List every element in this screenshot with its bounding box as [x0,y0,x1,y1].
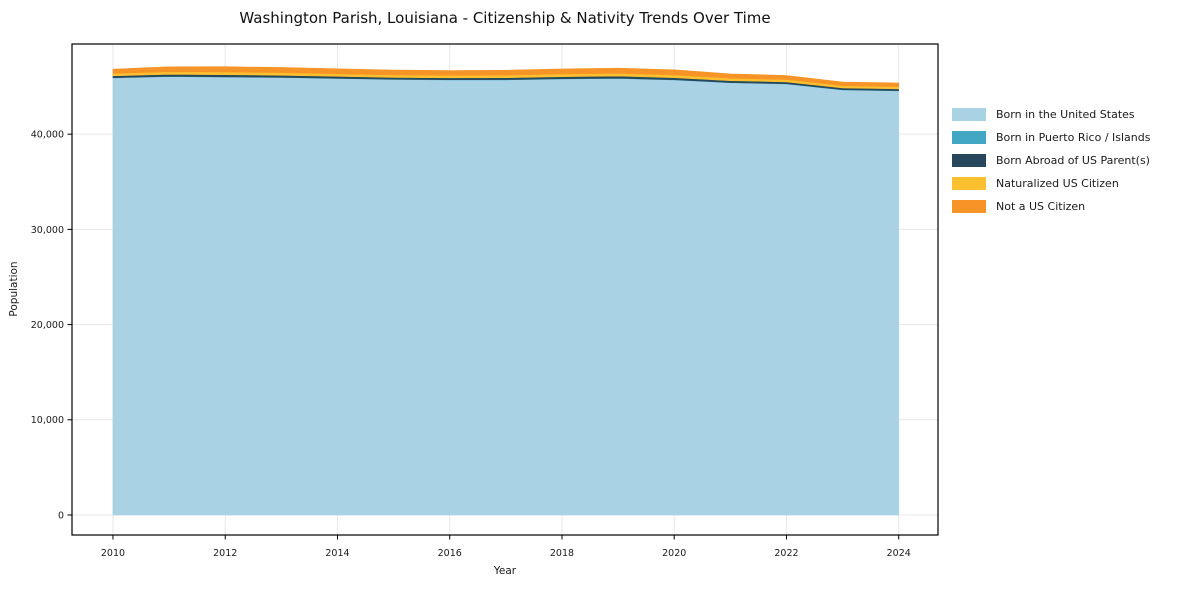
x-tick-label: 2010 [101,548,125,559]
x-tick-label: 2022 [774,548,798,559]
axis-tick-labels: 2010 2012 2014 2016 2018 2020 2022 2024 0 10,000 2… [31,130,911,559]
legend-swatch-icon [952,108,986,121]
y-tick-label: 30,000 [31,225,64,236]
legend-item: Born Abroad of US Parent(s) [952,149,1150,172]
x-tick-label: 2020 [662,548,686,559]
legend-label: Born Abroad of US Parent(s) [996,154,1150,167]
legend-swatch-icon [952,131,986,144]
x-tick-label: 2012 [213,548,237,559]
legend-item: Born in the United States [952,103,1150,126]
y-axis-label: Population [8,261,20,317]
y-tick-label: 20,000 [31,320,64,331]
legend-item: Not a US Citizen [952,195,1150,218]
legend-item: Born in Puerto Rico / Islands [952,126,1150,149]
legend: Born in the United States Born in Puerto… [952,103,1150,218]
y-tick-label: 10,000 [31,415,64,426]
x-tick-label: 2016 [438,548,462,559]
legend-label: Born in Puerto Rico / Islands [996,131,1151,144]
legend-label: Born in the United States [996,108,1135,121]
y-tick-label: 0 [58,510,64,521]
area-series-0 [112,76,900,516]
legend-swatch-icon [952,200,986,213]
x-tick-label: 2018 [550,548,574,559]
plot-border [71,43,939,536]
x-axis-label: Year [493,565,517,577]
axis-ticks [67,133,900,540]
x-tick-label: 2014 [325,548,349,559]
stacked-areas [112,66,900,516]
legend-item: Naturalized US Citizen [952,172,1150,195]
legend-swatch-icon [952,154,986,167]
area-series-4 [112,66,900,87]
legend-label: Naturalized US Citizen [996,177,1119,190]
legend-label: Not a US Citizen [996,200,1086,213]
chart-title: Washington Parish, Louisiana - Citizensh… [239,9,771,27]
legend-swatch-icon [952,177,986,190]
x-tick-label: 2024 [887,548,911,559]
y-tick-label: 40,000 [31,130,64,141]
